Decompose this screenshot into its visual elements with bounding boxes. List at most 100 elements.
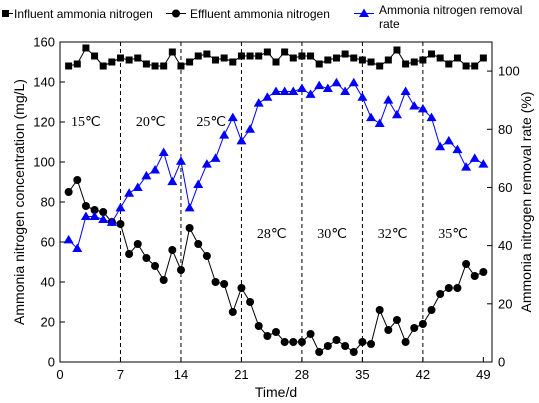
effluent-ammonia-nitrogen-point xyxy=(297,338,306,346)
ammonia-nitrogen-removal-rate-point xyxy=(348,77,359,87)
phase-temperature-label: 30℃ xyxy=(317,227,347,242)
right-y-tick-label: 40 xyxy=(498,238,512,253)
ammonia-nitrogen-removal-rate-point xyxy=(141,170,152,180)
ammonia-nitrogen-removal-rate-point xyxy=(452,144,463,154)
influent-ammonia-nitrogen-point xyxy=(376,62,384,70)
x-tick-label: 21 xyxy=(234,367,248,382)
ammonia-nitrogen-removal-rate-point xyxy=(366,112,377,122)
x-tick-label: 28 xyxy=(295,367,309,382)
effluent-ammonia-nitrogen-point xyxy=(64,188,73,196)
effluent-ammonia-nitrogen-point xyxy=(444,284,453,292)
influent-ammonia-nitrogen-point xyxy=(186,58,194,66)
legend-label-influent: Influent ammonia nitrogen xyxy=(14,7,153,21)
effluent-ammonia-nitrogen-point xyxy=(453,284,462,292)
influent-ammonia-nitrogen-point xyxy=(177,62,185,70)
effluent-ammonia-nitrogen-point xyxy=(418,320,427,328)
ammonia-nitrogen-removal-rate-point xyxy=(106,217,117,226)
effluent-ammonia-nitrogen-point xyxy=(168,246,177,254)
ammonia-nitrogen-removal-rate-point xyxy=(391,109,402,119)
effluent-ammonia-nitrogen-point xyxy=(349,348,358,356)
effluent-ammonia-nitrogen-point xyxy=(185,224,194,232)
effluent-ammonia-nitrogen-point xyxy=(375,306,384,314)
legend-label-removal-rate-line2: rate xyxy=(379,17,400,31)
effluent-ammonia-nitrogen-point xyxy=(358,338,367,346)
right-y-tick-label: 100 xyxy=(498,64,520,79)
effluent-ammonia-nitrogen-point xyxy=(176,266,185,274)
influent-ammonia-nitrogen-point xyxy=(125,56,133,64)
ammonia-nitrogen-removal-rate-point xyxy=(288,86,299,95)
ammonia-nitrogen-removal-rate-point xyxy=(322,83,333,93)
effluent-ammonia-nitrogen-point xyxy=(280,338,289,346)
legend-label-effluent: Effluent ammonia nitrogen xyxy=(190,7,330,21)
right-y-tick-label: 60 xyxy=(498,180,512,195)
ammonia-nitrogen-removal-rate-point xyxy=(158,147,169,157)
effluent-ammonia-nitrogen-point xyxy=(228,308,237,316)
phase-boundaries xyxy=(119,42,424,362)
ammonia-nitrogen-removal-rate-point xyxy=(227,112,238,122)
ammonia-nitrogen-removal-rate-point xyxy=(400,86,411,95)
left-y-axis-title: Ammonia nitrogen concentration (mg/L) xyxy=(11,79,27,325)
influent-ammonia-nitrogen-point xyxy=(419,56,427,64)
influent-ammonia-nitrogen-point xyxy=(263,48,271,56)
ammonia-nitrogen-removal-rate-point xyxy=(331,77,342,87)
ammonia-nitrogen-removal-rate-point xyxy=(184,202,195,212)
ammonia-nitrogen-removal-rate-point xyxy=(132,182,143,191)
effluent-ammonia-nitrogen-point xyxy=(401,338,410,346)
right-y-axis-ticks: 0 20 40 60 80 100 xyxy=(487,64,520,370)
ammonia-nitrogen-removal-rate-point xyxy=(357,92,368,101)
influent-ammonia-nitrogen-point xyxy=(324,56,332,64)
left-y-axis-ticks: 0 20 40 60 80 100 120 140 160 xyxy=(33,35,65,370)
phase-temperature-label: 15℃ xyxy=(71,115,101,130)
x-tick-label: 49 xyxy=(476,367,490,382)
legend-square-marker xyxy=(2,10,9,17)
ammonia-nitrogen-removal-rate-point xyxy=(443,135,454,145)
influent-ammonia-nitrogen-point xyxy=(272,58,280,66)
ammonia-nitrogen-removal-rate-point xyxy=(115,202,126,212)
ammonia-nitrogen-removal-rate-point xyxy=(193,179,204,189)
influent-ammonia-nitrogen-point xyxy=(332,54,340,62)
influent-ammonia-nitrogen-point xyxy=(402,60,410,68)
effluent-ammonia-nitrogen-point xyxy=(133,240,142,248)
ammonia-nitrogen-removal-rate-point xyxy=(167,176,178,186)
influent-ammonia-nitrogen-point xyxy=(410,58,418,66)
x-tick-label: 0 xyxy=(56,367,63,382)
ammonia-nitrogen-removal-rate-point xyxy=(89,211,100,221)
influent-ammonia-nitrogen-point xyxy=(168,48,176,56)
effluent-ammonia-nitrogen-point xyxy=(116,220,125,228)
effluent-ammonia-nitrogen-point xyxy=(436,290,445,298)
ammonia-nitrogen-removal-rate-point xyxy=(461,162,472,171)
ammonia-nitrogen-removal-rate-point xyxy=(435,141,446,151)
influent-ammonia-nitrogen-point xyxy=(194,52,202,60)
influent-ammonia-nitrogen-point xyxy=(358,56,366,64)
effluent-ammonia-nitrogen-point xyxy=(202,252,211,260)
effluent-ammonia-nitrogen-point xyxy=(470,272,479,280)
effluent-ammonia-nitrogen-point xyxy=(462,260,471,268)
effluent-ammonia-nitrogen-point xyxy=(90,206,99,214)
left-y-tick-label: 140 xyxy=(33,75,55,90)
influent-ammonia-nitrogen-point xyxy=(160,62,168,70)
ammonia-nitrogen-removal-rate-point xyxy=(271,86,281,95)
phase-temperature-label: 20℃ xyxy=(136,115,166,130)
effluent-ammonia-nitrogen-point xyxy=(427,306,436,314)
effluent-ammonia-nitrogen-point xyxy=(341,342,350,350)
left-y-tick-label: 120 xyxy=(33,115,55,130)
x-axis-ticks: 0 7 14 21 28 35 42 49 xyxy=(56,357,491,382)
left-y-tick-label: 100 xyxy=(33,155,55,170)
phase-temperature-label: 25℃ xyxy=(196,115,226,130)
influent-ammonia-nitrogen-point xyxy=(99,62,107,70)
ammonia-nitrogen-removal-rate-point xyxy=(98,214,109,223)
effluent-ammonia-nitrogen-point xyxy=(99,208,108,216)
influent-ammonia-nitrogen-point xyxy=(350,54,358,62)
influent-ammonia-nitrogen-point xyxy=(142,60,150,68)
ammonia-nitrogen-removal-rate-point xyxy=(478,159,489,168)
right-y-axis-title: Ammonia nitrogen removal rate (%) xyxy=(518,92,534,313)
influent-ammonia-nitrogen-point xyxy=(445,60,453,68)
ammonia-nitrogen-removal-rate-point xyxy=(374,118,385,127)
influent-ammonia-nitrogen-point xyxy=(255,52,263,60)
effluent-ammonia-nitrogen-point xyxy=(254,322,263,330)
legend-triangle-marker xyxy=(359,8,369,17)
influent-ammonia-nitrogen-point xyxy=(298,52,306,60)
ammonia-nitrogen-removal-rate-point xyxy=(279,86,290,95)
right-y-tick-label: 0 xyxy=(498,355,505,370)
influent-ammonia-nitrogen-point xyxy=(229,58,237,66)
